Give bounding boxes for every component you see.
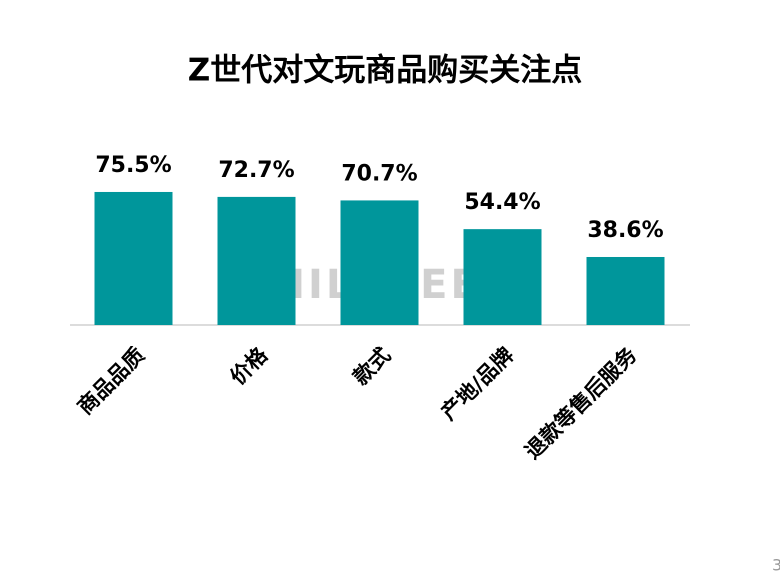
bar <box>94 191 173 325</box>
bar <box>217 196 296 325</box>
x-tick-label: 退款等售后服务 <box>520 342 642 464</box>
value-label: 72.7% <box>218 158 294 183</box>
bar <box>340 200 419 325</box>
x-tick-label: 商品品质 <box>73 343 149 419</box>
value-label: 75.5% <box>95 153 171 178</box>
x-tick-label: 价格 <box>226 342 273 389</box>
page-number: 3 <box>772 556 780 575</box>
x-tick-label: 产地/品牌 <box>436 343 518 425</box>
value-label: 70.7% <box>341 161 417 186</box>
chart-title: Z世代对文玩商品购买关注点 <box>188 53 582 89</box>
value-label: 38.6% <box>587 218 663 243</box>
bar <box>463 229 542 325</box>
x-tick-label: 款式 <box>349 343 396 390</box>
bar <box>586 256 665 325</box>
value-label: 54.4% <box>464 190 540 215</box>
